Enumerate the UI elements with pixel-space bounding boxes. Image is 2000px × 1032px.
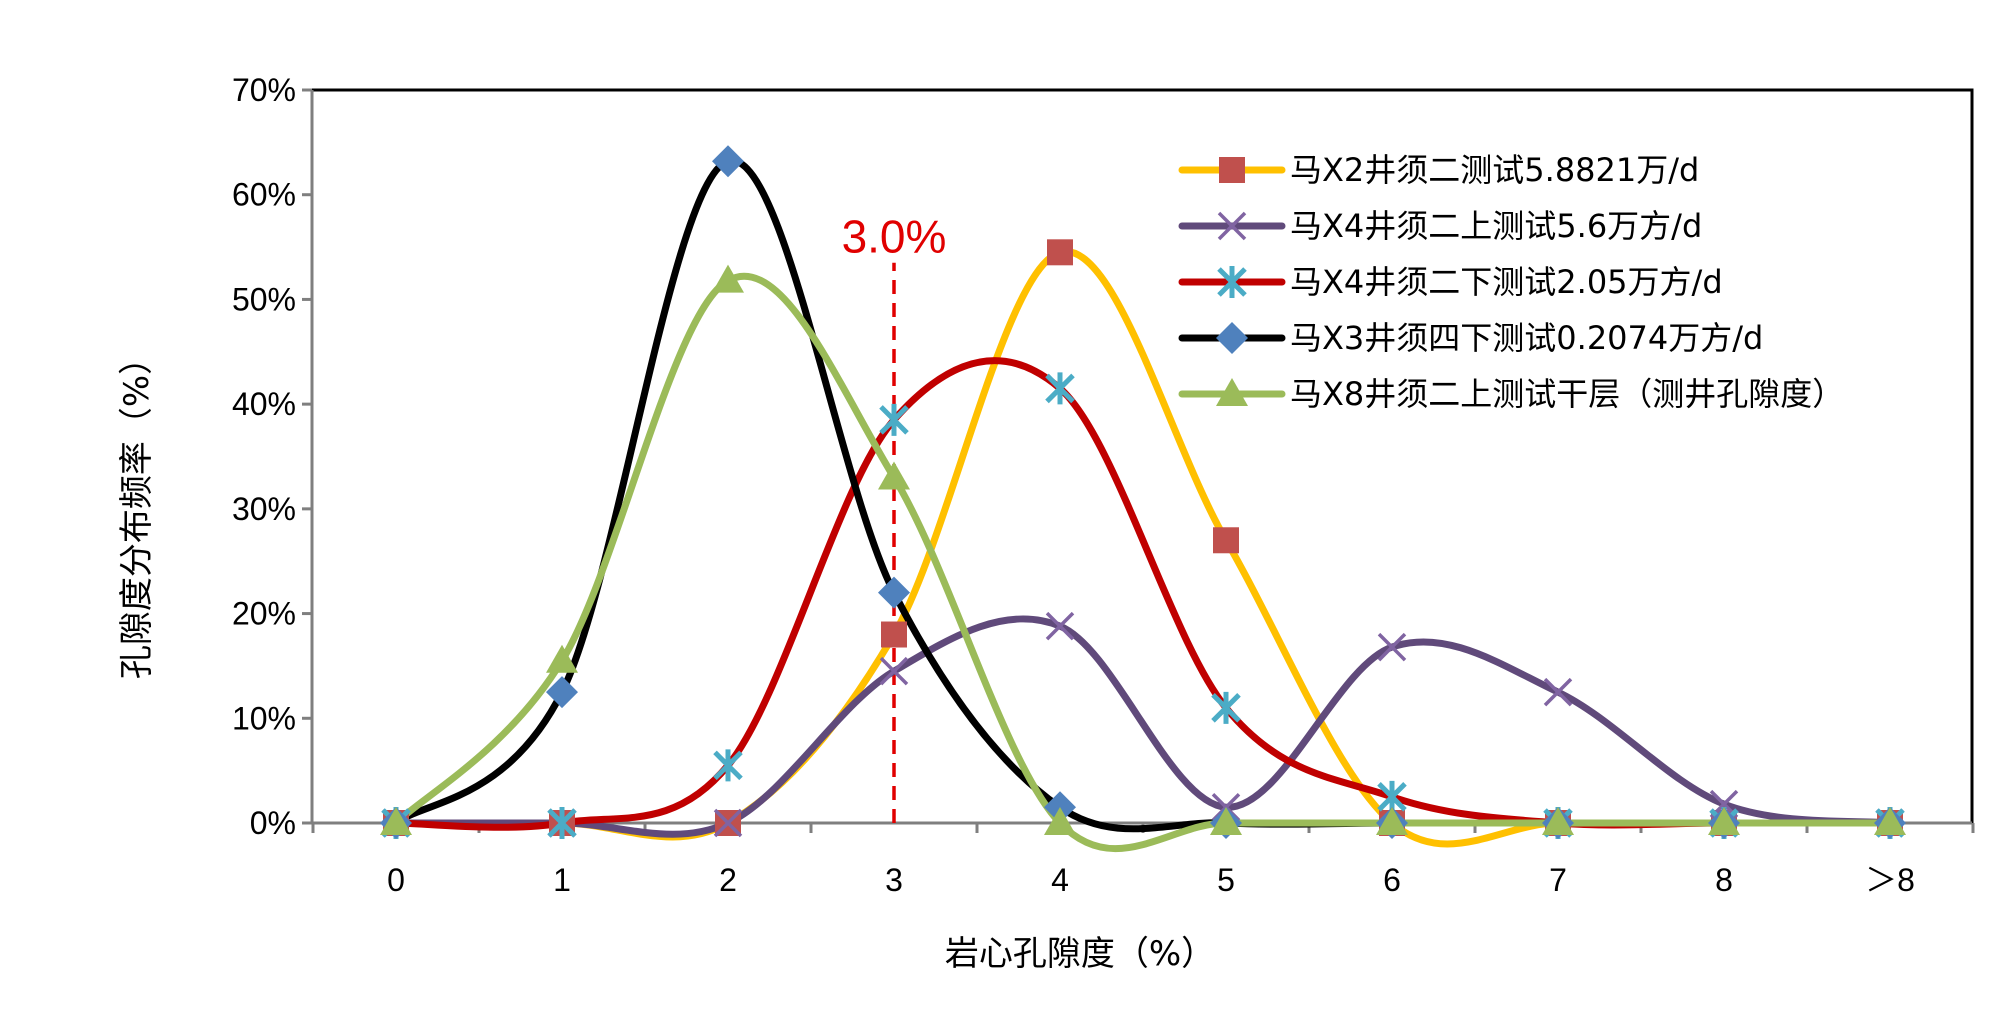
legend-label-3: 马X4井须二下测试2.05万方/d xyxy=(1290,263,1723,301)
x-tick-label: 1 xyxy=(553,862,571,898)
x-tick-label: 4 xyxy=(1051,862,1069,898)
series-5-point xyxy=(1210,807,1242,835)
series-5-point xyxy=(878,461,910,490)
series-5-point xyxy=(546,644,578,673)
y-tick-label: 70% xyxy=(232,72,296,108)
series-1-point xyxy=(881,621,907,648)
legend-label-2: 马X4井须二上测试5.6万方/d xyxy=(1290,207,1702,245)
series-1-point xyxy=(1213,527,1239,554)
series-2-point xyxy=(1377,632,1407,662)
series-line-2 xyxy=(392,615,1894,838)
x-tick-label: 6 xyxy=(1383,862,1401,898)
y-tick-label: 20% xyxy=(232,596,296,632)
series-line-5 xyxy=(392,272,1894,853)
series-5-point xyxy=(712,264,744,293)
legend-marker-5 xyxy=(1216,378,1248,406)
plot-area-frame xyxy=(310,88,1974,825)
x-tick-label: 8 xyxy=(1715,862,1733,898)
threshold-annotation: 3.0% xyxy=(842,210,947,262)
y-tick-label: 30% xyxy=(232,491,296,527)
x-tick-label: ＞8 xyxy=(1865,862,1915,898)
series-3-point xyxy=(547,807,577,839)
legend-marker-4 xyxy=(1216,322,1248,354)
x-tick-label: 5 xyxy=(1217,862,1235,898)
legend-marker-3 xyxy=(1217,266,1247,298)
x-tick-label: 2 xyxy=(719,862,737,898)
series-3-point xyxy=(1045,372,1075,405)
legend-label-4: 马X3井须四下测试0.2074万方/d xyxy=(1290,319,1763,357)
series-5-point xyxy=(1376,807,1408,835)
legend-marker-1 xyxy=(1219,157,1245,183)
series-2-point xyxy=(1543,677,1573,707)
series-4-point xyxy=(878,576,910,609)
series-2-point xyxy=(1045,611,1075,641)
y-tick-label: 40% xyxy=(232,386,296,422)
series-4-point xyxy=(712,145,744,178)
x-axis-title: 岩心孔隙度（%） xyxy=(945,934,1215,974)
legend-marker-2 xyxy=(1217,211,1247,241)
series-1-point xyxy=(1047,239,1073,266)
legend-label-1: 马X2井须二测试5.8821万/d xyxy=(1290,151,1699,189)
series-3-point xyxy=(1211,691,1241,724)
series-5-point xyxy=(380,807,412,835)
y-tick-label: 60% xyxy=(232,177,296,213)
series-5-point xyxy=(1044,807,1076,835)
legend-label-5: 马X8井须二上测试干层（测井孔隙度） xyxy=(1290,375,1844,413)
x-tick-label: 0 xyxy=(387,862,405,898)
y-tick-label: 10% xyxy=(232,700,296,736)
series-5-point xyxy=(1874,807,1906,835)
x-tick-label: 7 xyxy=(1549,862,1567,898)
series-line-3 xyxy=(392,357,1894,831)
y-tick-label: 0% xyxy=(250,805,296,841)
x-tick-label: 3 xyxy=(885,862,903,898)
series-2-point xyxy=(879,656,909,686)
y-axis-title: 孔隙度分布频率（%） xyxy=(117,341,157,679)
series-5-point xyxy=(1708,807,1740,835)
y-tick-label: 50% xyxy=(232,281,296,317)
series-5-point xyxy=(1542,807,1574,835)
series-4-point xyxy=(546,676,578,709)
series-3-point xyxy=(713,749,743,782)
series-2-point xyxy=(713,808,743,838)
series-3-point xyxy=(879,403,909,436)
